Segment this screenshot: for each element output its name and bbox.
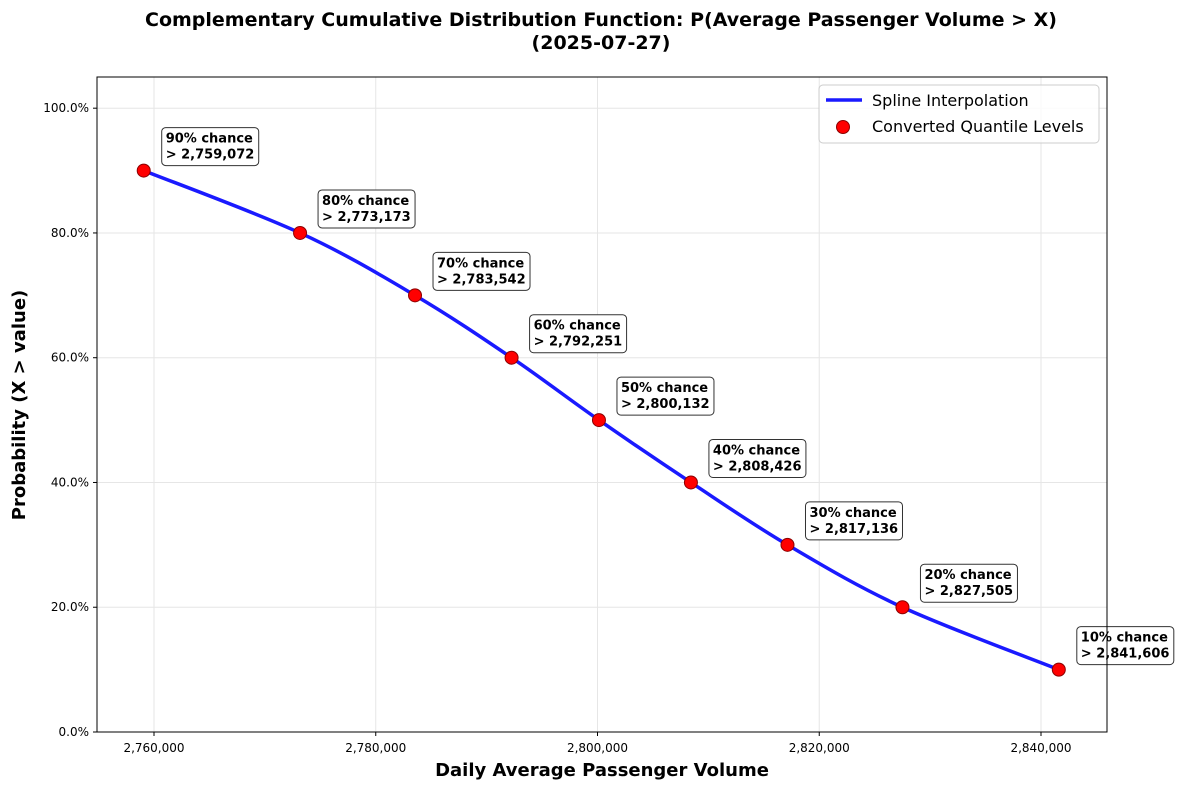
quantile-point	[293, 225, 308, 240]
annotation-frame	[1076, 626, 1175, 666]
annotation-frame	[919, 563, 1018, 603]
annotation-value: > 2,759,072	[166, 148, 255, 163]
annotation-frame	[804, 501, 903, 541]
annotation-chance: 70% chance	[437, 256, 524, 271]
annotation-value: > 2,841,606	[1081, 647, 1170, 662]
chart-title: Complementary Cumulative Distribution Fu…	[145, 9, 1057, 31]
annotation-frame	[616, 376, 715, 416]
x-axis-ticks: 2,760,000 2,780,000 2,800,000 2,820,000 2,84…	[123, 732, 1072, 755]
quantile-points	[136, 163, 1066, 677]
x-tick-label: 2,780,000	[345, 741, 406, 755]
y-tick-label: 80.0%	[51, 226, 89, 240]
annotation-frame	[161, 127, 260, 167]
quantile-point	[504, 350, 519, 365]
annotation-chance: 80% chance	[322, 194, 409, 209]
annotation-box: 40% chance> 2,808,426	[708, 438, 807, 478]
annotation-frame	[317, 189, 416, 229]
annotation-chance: 60% chance	[534, 319, 621, 334]
annotation-box: 50% chance> 2,800,132	[616, 376, 715, 416]
x-tick-label: 2,800,000	[567, 741, 628, 755]
y-tick-label: 60.0%	[51, 351, 89, 365]
y-tick-label: 0.0%	[59, 725, 90, 739]
legend-label-quantiles: Converted Quantile Levels	[872, 117, 1084, 136]
annotation-frame	[708, 438, 807, 478]
annotation-value: > 2,817,136	[809, 522, 898, 537]
chart-subtitle: (2025-07-27)	[532, 32, 671, 54]
y-tick-label: 40.0%	[51, 475, 89, 489]
quantile-point	[591, 413, 606, 428]
annotation-chance: 30% chance	[809, 506, 896, 521]
x-tick-label: 2,760,000	[123, 741, 184, 755]
quantile-point	[780, 537, 795, 552]
plot-frame	[96, 76, 1108, 733]
annotation-box: 20% chance> 2,827,505	[919, 563, 1018, 603]
annotation-chance: 90% chance	[166, 132, 253, 147]
annotation-box: 70% chance> 2,783,542	[432, 251, 531, 291]
annotation-box: 60% chance> 2,792,251	[529, 314, 628, 354]
annotation-box: 90% chance> 2,759,072	[161, 127, 260, 167]
y-axis-ticks: 0.0% 20.0% 40.0% 60.0% 80.0% 100.0%	[43, 101, 97, 739]
annotation-chance: 10% chance	[1081, 631, 1168, 646]
annotation-value: > 2,773,173	[322, 210, 411, 225]
x-tick-label: 2,840,000	[1010, 741, 1071, 755]
quantile-point	[136, 163, 151, 178]
annotation-box: 30% chance> 2,817,136	[804, 501, 903, 541]
annotation-value: > 2,792,251	[534, 335, 623, 350]
annotation-value: > 2,800,132	[621, 397, 710, 412]
quantile-point	[683, 475, 698, 490]
annotation-chance: 50% chance	[621, 381, 708, 396]
legend-marker-swatch	[836, 120, 850, 134]
annotation-chance: 20% chance	[924, 568, 1011, 583]
quantile-point	[408, 288, 423, 303]
quantile-point	[895, 600, 910, 615]
annotation-box: 10% chance> 2,841,606	[1076, 626, 1175, 666]
annotation-chance: 40% chance	[713, 443, 800, 458]
annotation-value: > 2,827,505	[924, 584, 1013, 599]
annotation-frame	[529, 314, 628, 354]
y-axis-label: Probability (X > value)	[9, 290, 30, 520]
annotation-box: 80% chance> 2,773,173	[317, 189, 416, 229]
annotation-frame	[432, 251, 531, 291]
y-tick-label: 100.0%	[43, 101, 89, 115]
annotation-value: > 2,783,542	[437, 272, 526, 287]
legend-label-spline: Spline Interpolation	[872, 91, 1029, 110]
grid	[97, 77, 1107, 733]
legend: Spline Interpolation Converted Quantile …	[818, 84, 1100, 144]
quantile-point	[1051, 662, 1066, 677]
x-axis-label: Daily Average Passenger Volume	[435, 760, 769, 781]
legend-box	[818, 84, 1100, 144]
annotation-value: > 2,808,426	[713, 459, 802, 474]
x-tick-label: 2,820,000	[789, 741, 850, 755]
y-tick-label: 20.0%	[51, 600, 89, 614]
annotations: 90% chance> 2,759,072 80% chance> 2,773,1…	[161, 127, 1175, 666]
